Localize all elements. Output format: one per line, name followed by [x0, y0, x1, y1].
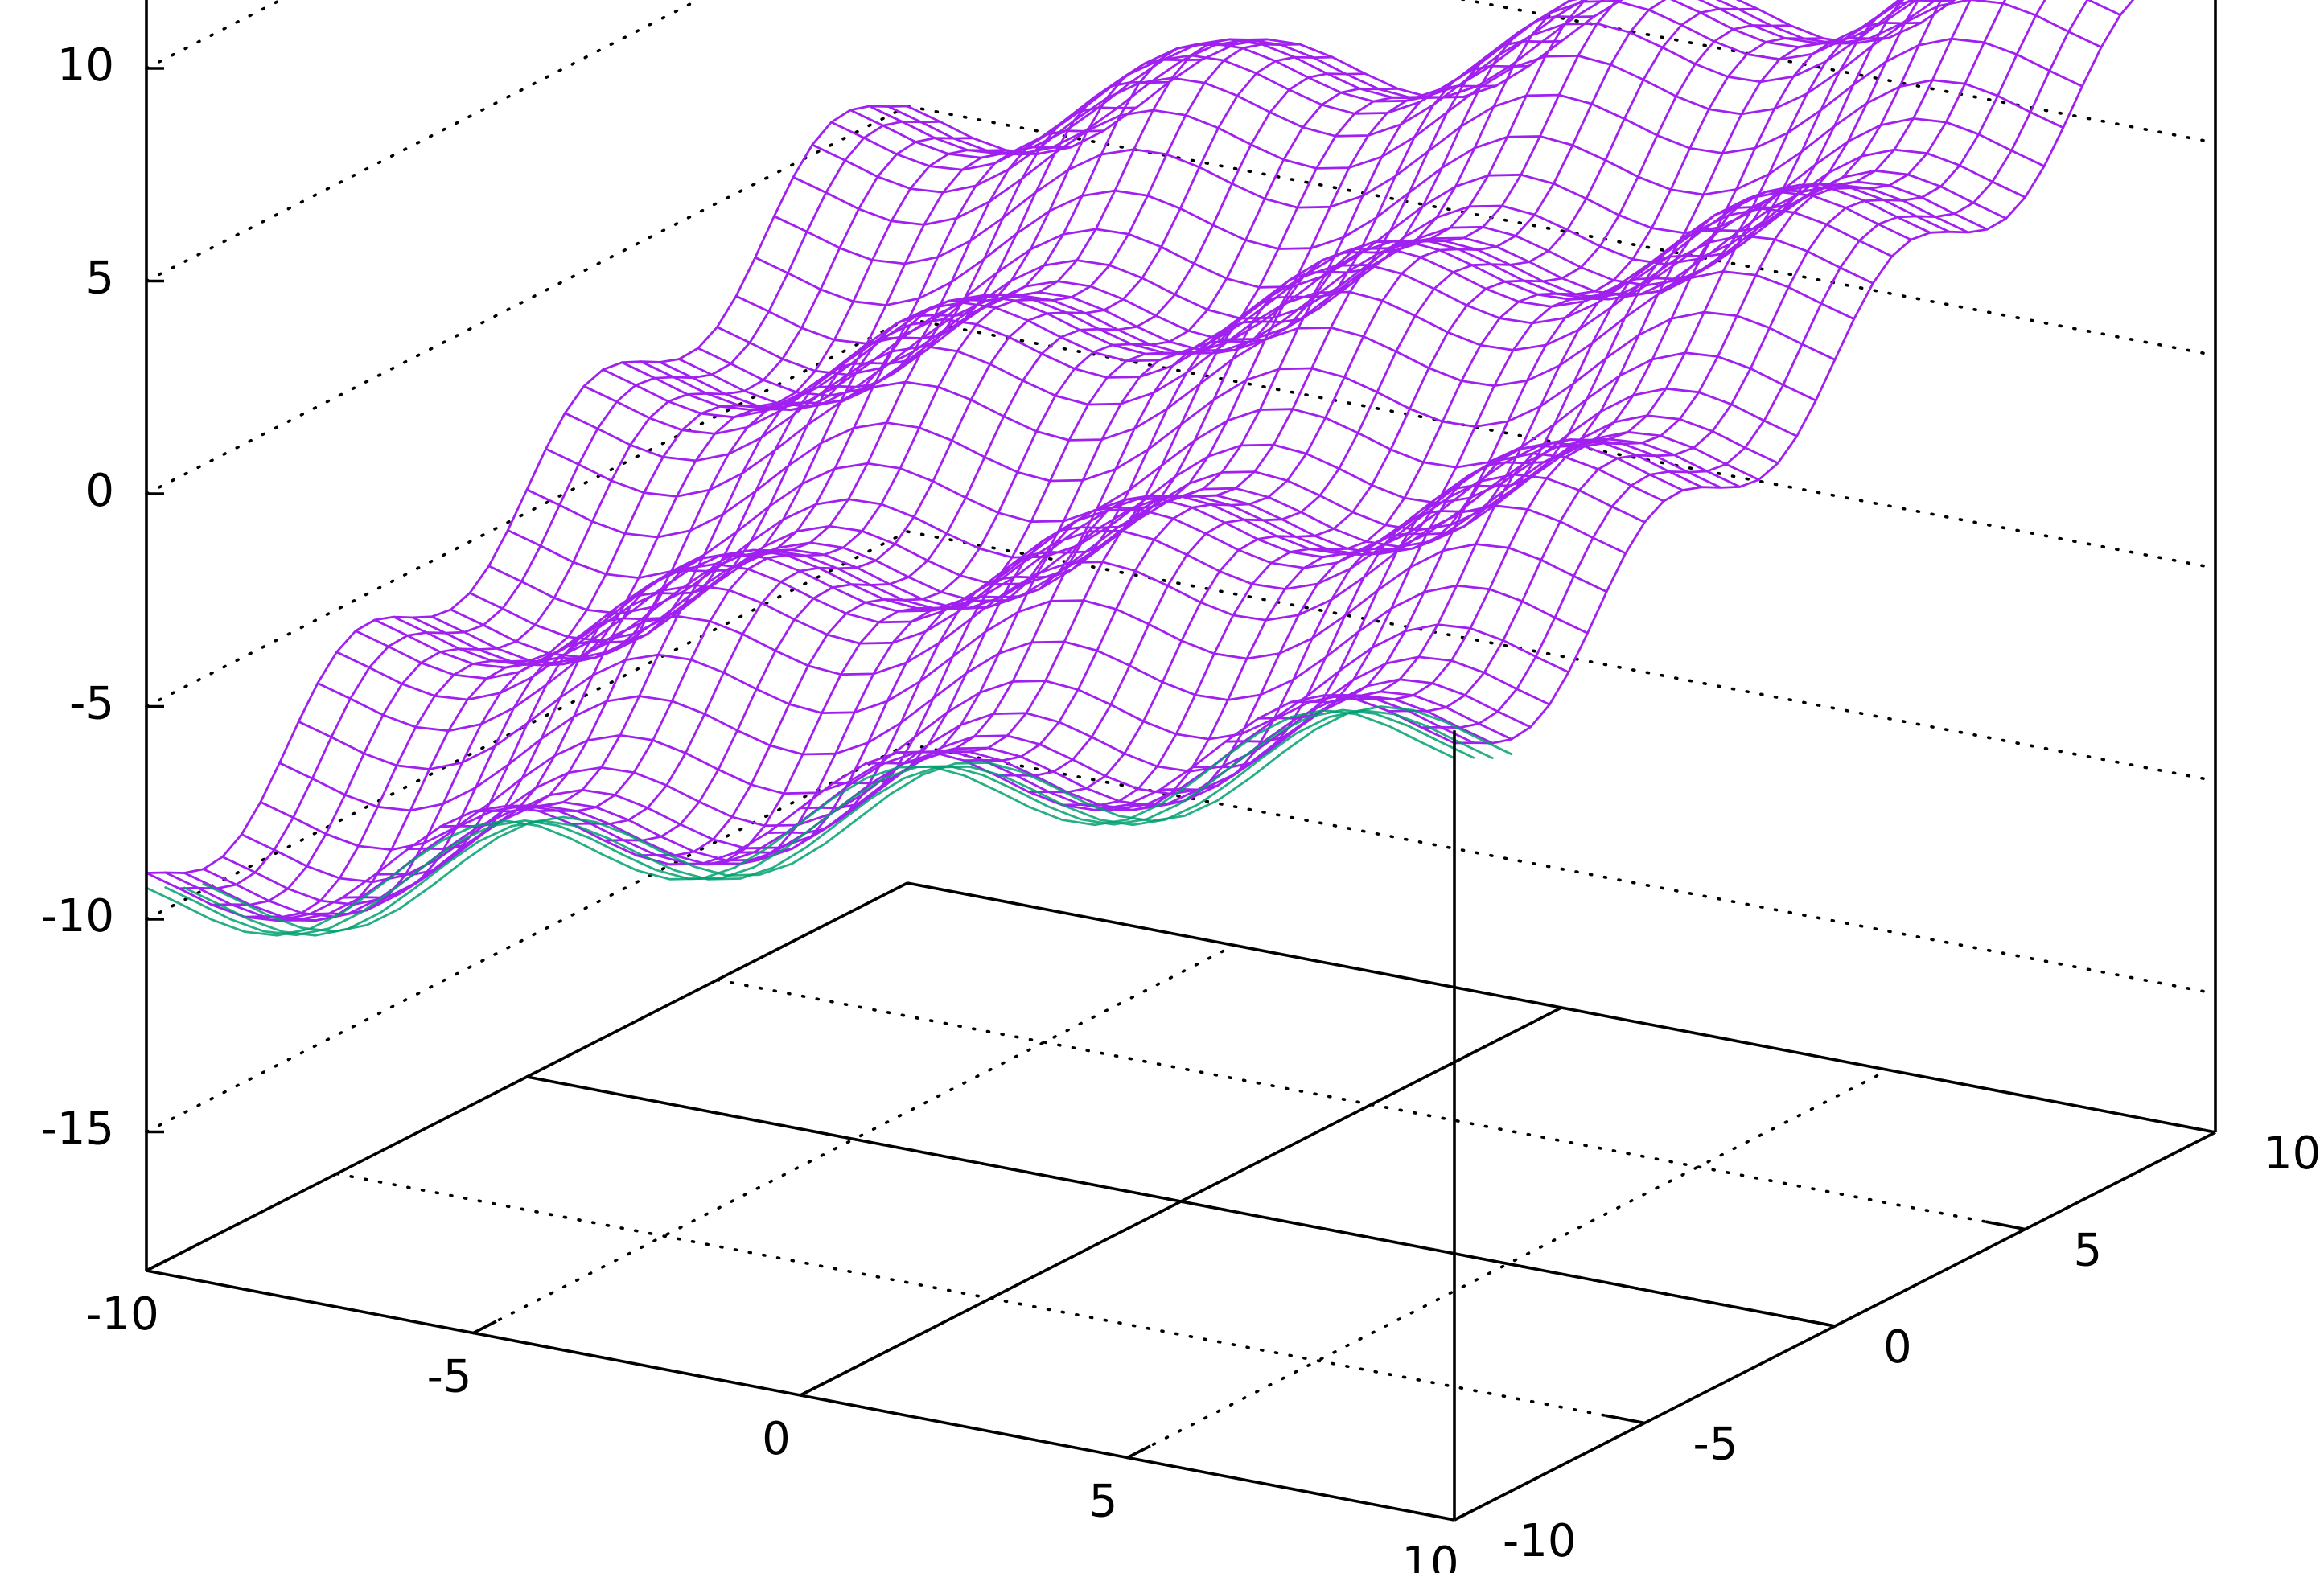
surface-x-isoline — [1158, 22, 1923, 791]
surface-x-isoline — [1060, 37, 1824, 807]
surface-x-isoline — [210, 137, 974, 906]
surface-x-isoline — [603, 72, 1367, 842]
surface-underside-line — [164, 708, 1475, 937]
surface-x-isoline — [570, 55, 1334, 825]
x-tick-label: 10 — [1401, 1538, 1458, 1573]
surface-x-isoline — [930, 0, 1620, 754]
surface-x-isoline — [832, 15, 1596, 785]
surface-x-isoline — [799, 39, 1563, 810]
x-tick-mark — [472, 1320, 497, 1335]
x-floor-grid-line — [471, 943, 1236, 1335]
surface-x-isoline — [406, 80, 1170, 851]
surface-x-isoline — [341, 129, 1105, 899]
surface-underside-line — [183, 709, 1494, 937]
z-tick-label: 0 — [85, 465, 114, 517]
x-tick-label: -10 — [85, 1288, 158, 1341]
surface-x-isoline — [1126, 36, 1890, 807]
surface-x-isoline — [668, 96, 1432, 866]
y-tick-mark — [1605, 1414, 1645, 1425]
surface-x-isoline — [243, 149, 1007, 918]
z-grid-line-back — [906, 742, 2217, 996]
y-tick-label: 0 — [1883, 1321, 1912, 1374]
surface-x-isoline — [1420, 0, 2089, 729]
y-tick-mark — [2175, 1123, 2216, 1134]
surface-underside-line — [145, 708, 1456, 937]
surface-x-isoline — [1355, 0, 2007, 700]
axis-layer — [145, 0, 2217, 1522]
surface-x-isoline — [1028, 24, 1791, 794]
surface-x-isoline — [995, 7, 1759, 777]
y-tick-label: -5 — [1693, 1419, 1738, 1471]
surface-x-isoline — [734, 84, 1498, 854]
x-floor-grid-line — [1125, 1068, 1890, 1460]
surface-x-isoline — [1093, 42, 1857, 811]
y-tick-mark — [1414, 1510, 1455, 1522]
surface-x-isoline — [962, 0, 1667, 762]
surface-x-isoline — [276, 152, 1039, 922]
y-tick-label: -10 — [1503, 1515, 1576, 1567]
y-tick-label: 5 — [2074, 1225, 2103, 1277]
x-tick-label: 0 — [762, 1413, 791, 1465]
surface-x-isoline — [178, 120, 942, 890]
z-grid-line-back — [906, 530, 2217, 782]
surface-x-isoline — [636, 87, 1400, 857]
surface-x-isoline — [1191, 0, 1956, 769]
z-tick-label: 5 — [85, 253, 114, 305]
surface-x-isoline — [504, 38, 1269, 807]
z-grid-line-left — [145, 530, 909, 921]
y-tick-mark — [1985, 1220, 2026, 1231]
surface-x-isoline — [1224, 0, 1905, 743]
surface-x-isoline — [897, 0, 1589, 754]
z-tick-label: -10 — [41, 890, 114, 943]
surface-x-isoline — [308, 146, 1072, 915]
y-tick-label: 10 — [2264, 1127, 2321, 1180]
surface-x-isoline — [472, 43, 1236, 813]
x-tick-label: 5 — [1089, 1476, 1118, 1528]
z-grid-line-left — [145, 742, 909, 1134]
z-grid-line-back — [1458, 0, 2217, 145]
surface-underside-line — [202, 705, 1513, 933]
z-grid-line-left — [145, 317, 909, 708]
z-tick-label: -15 — [41, 1103, 114, 1156]
surface-x-isoline — [1388, 0, 2046, 713]
z-tick-label: -5 — [69, 678, 114, 730]
surface-x-isoline — [1257, 0, 1920, 720]
z-tick-label: 10 — [57, 39, 114, 92]
surface-x-isoline — [767, 64, 1530, 834]
y-tick-mark — [1795, 1316, 1836, 1328]
x-tick-mark — [146, 1257, 171, 1272]
surface-x-isoline — [1290, 0, 1943, 704]
surface-x-isoline — [1453, 0, 2135, 745]
z-grid-line-back — [906, 105, 2217, 357]
z-grid-line-left — [145, 105, 909, 495]
x-tick-label: -5 — [427, 1351, 472, 1403]
surface-x-isoline — [1322, 0, 1972, 697]
surface-mesh — [145, 0, 2135, 937]
surface-x-isoline — [537, 43, 1302, 812]
y-zero-floor-line — [526, 1075, 1836, 1328]
x-tick-mark — [800, 1382, 825, 1397]
z-grid-line-left — [145, 0, 701, 283]
surface-x-isoline — [864, 0, 1578, 765]
z-grid-line-left — [145, 0, 284, 70]
x-tick-mark — [1454, 1506, 1479, 1522]
x-tick-mark — [1126, 1444, 1151, 1460]
surface-x-isoline — [439, 58, 1203, 828]
surface-x-isoline — [374, 106, 1137, 876]
surface-x-isoline — [701, 96, 1465, 865]
surface-x-isoline — [145, 105, 909, 874]
